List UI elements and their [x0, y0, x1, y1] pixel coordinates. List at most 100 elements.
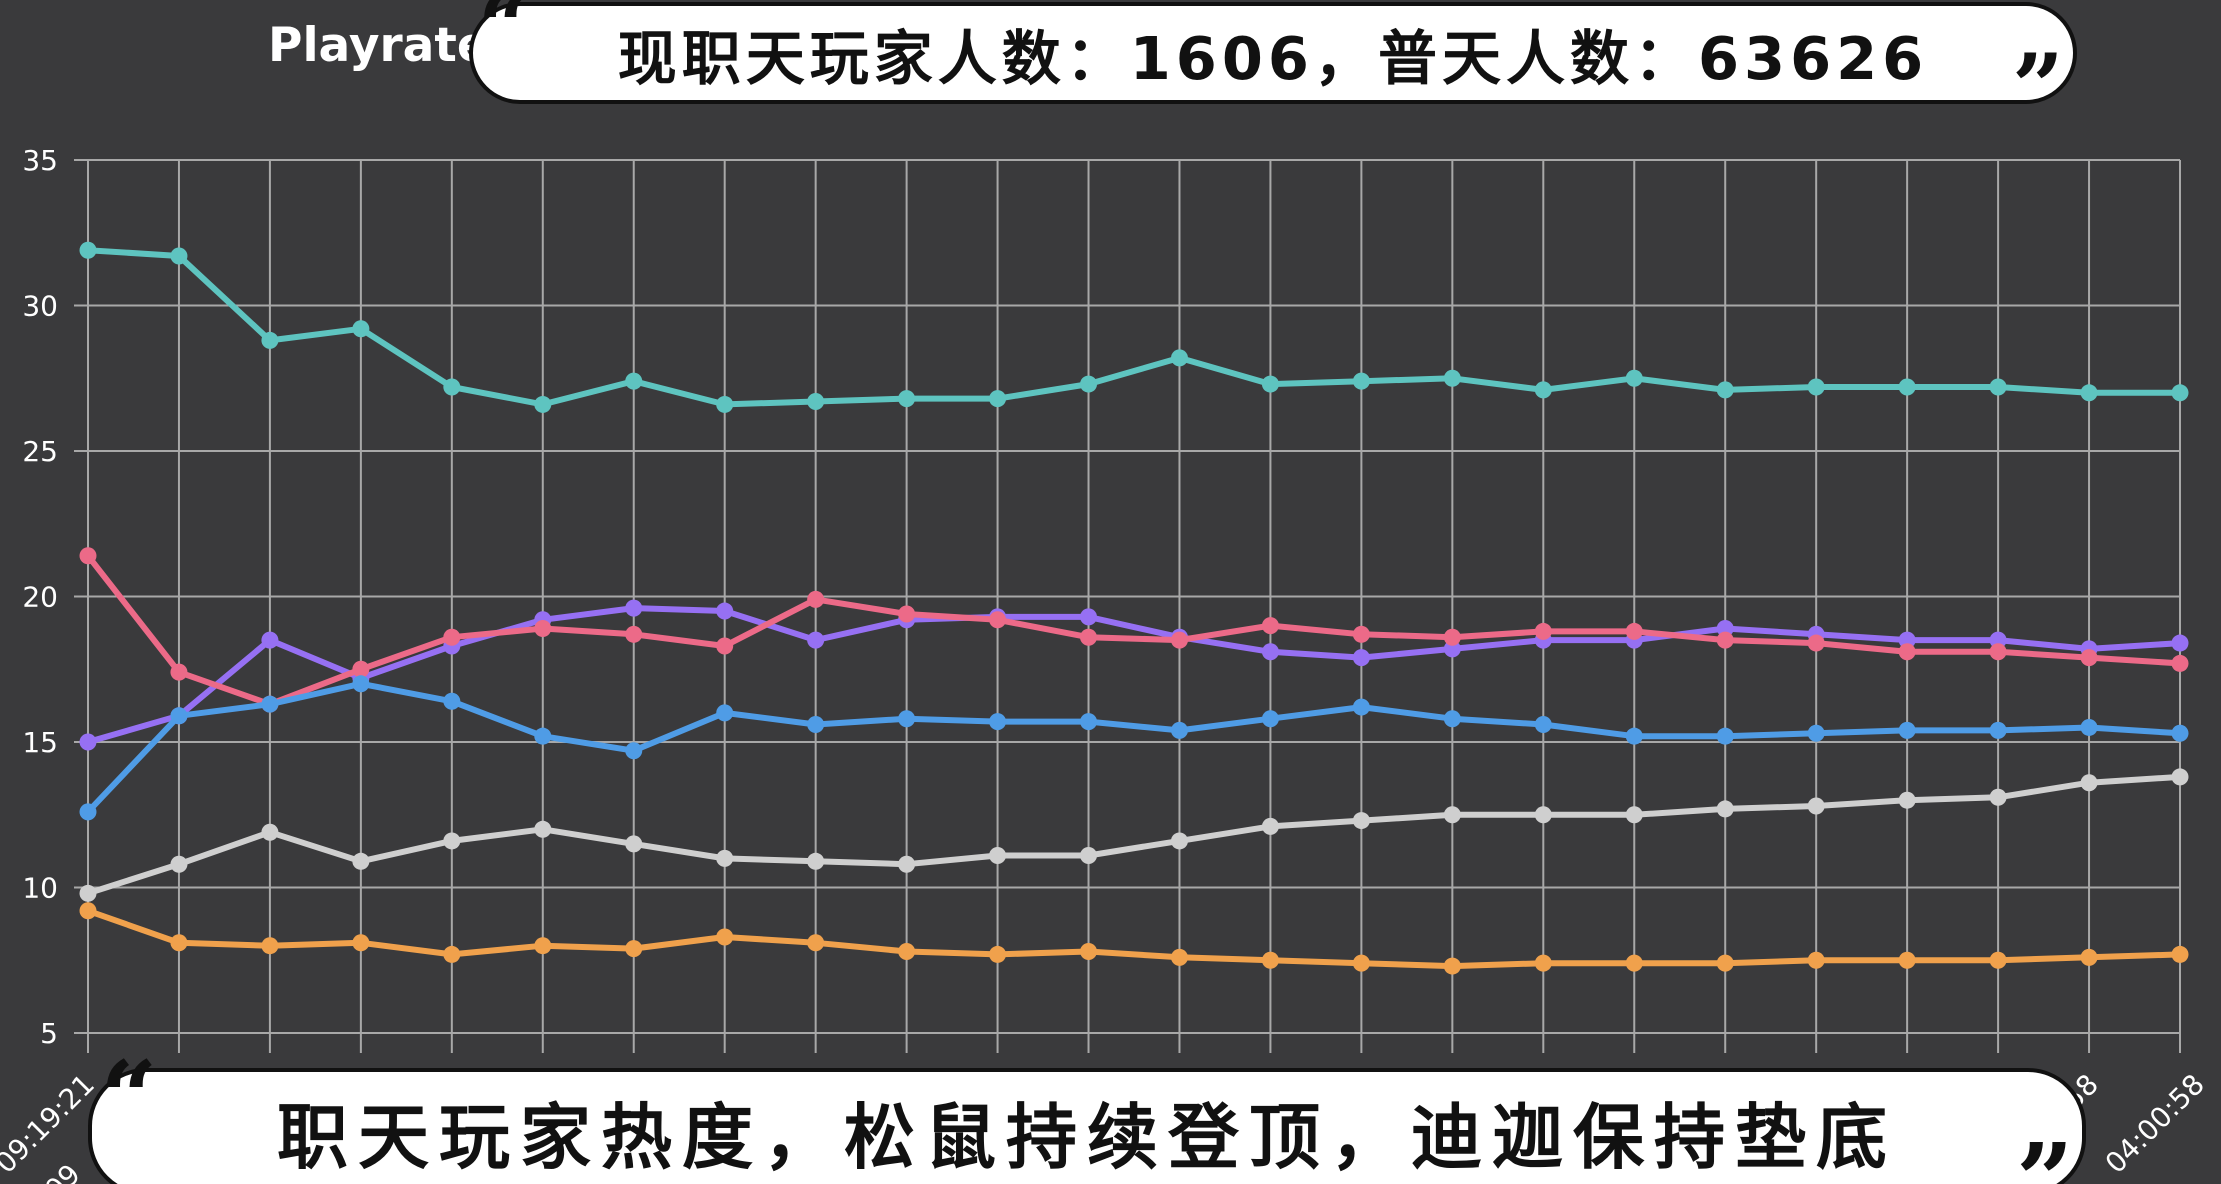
y-axis-ticks: 5 10 15 20 25 30 35 — [22, 144, 58, 1050]
top-caption-bubble: 现职天玩家人数：1606，普天人数：63626 — [469, 2, 2077, 104]
data-point — [2171, 768, 2189, 786]
bottom-caption-bubble: 职天玩家热度，松鼠持续登顶，迪迦保持垫底 — [88, 1068, 2086, 1184]
data-point — [807, 393, 825, 411]
series-group — [79, 241, 2189, 975]
data-point — [1080, 628, 1098, 646]
series-4 — [79, 675, 2189, 821]
data-point — [716, 602, 734, 620]
data-point — [170, 247, 188, 265]
series-line — [85, 907, 2183, 970]
data-point — [1898, 721, 1916, 739]
data-point — [807, 716, 825, 734]
data-point — [443, 945, 461, 963]
data-point — [1807, 724, 1825, 742]
data-point — [1716, 800, 1734, 818]
series-line — [85, 773, 2183, 897]
data-point — [1534, 716, 1552, 734]
data-point — [352, 934, 370, 952]
y-tick-label: 10 — [22, 872, 58, 905]
data-point — [170, 934, 188, 952]
data-point — [2171, 654, 2189, 672]
data-point — [716, 928, 734, 946]
top-caption-text: 现职天玩家人数：1606，普天人数：63626 — [617, 23, 1929, 93]
data-point — [443, 692, 461, 710]
data-point — [625, 599, 643, 617]
data-point — [2080, 718, 2098, 736]
data-point — [2080, 774, 2098, 792]
data-point — [443, 628, 461, 646]
data-point — [1625, 806, 1643, 824]
data-point — [716, 849, 734, 867]
data-point — [1716, 381, 1734, 399]
data-point — [534, 395, 552, 413]
data-point — [1534, 954, 1552, 972]
data-point — [2171, 634, 2189, 652]
data-point — [1170, 948, 1188, 966]
y-tick-label: 5 — [40, 1017, 58, 1050]
data-point — [1898, 951, 1916, 969]
data-point — [79, 547, 97, 565]
data-point — [807, 934, 825, 952]
y-tick-label: 15 — [22, 726, 58, 759]
x-tick-label: 09:19:21 — [0, 1068, 101, 1180]
series-line — [85, 552, 2183, 708]
data-point — [79, 902, 97, 920]
series-3 — [79, 547, 2189, 713]
data-point — [1989, 378, 2007, 396]
series-line — [85, 680, 2183, 815]
data-point — [1261, 951, 1279, 969]
series-line — [85, 605, 2183, 745]
data-point — [807, 852, 825, 870]
data-point — [716, 395, 734, 413]
data-point — [1170, 349, 1188, 367]
grid — [74, 159, 2181, 1053]
data-point — [443, 378, 461, 396]
data-point — [1989, 951, 2007, 969]
data-point — [534, 620, 552, 638]
data-point — [625, 372, 643, 390]
data-point — [1443, 806, 1461, 824]
data-point — [1261, 375, 1279, 393]
y-tick-label: 25 — [22, 435, 58, 468]
data-point — [1352, 372, 1370, 390]
data-point — [807, 590, 825, 608]
data-point — [261, 695, 279, 713]
data-point — [1716, 727, 1734, 745]
data-point — [2080, 948, 2098, 966]
data-point — [1080, 713, 1098, 731]
data-point — [1716, 631, 1734, 649]
data-point — [1080, 846, 1098, 864]
series-line — [85, 247, 2183, 408]
y-tick-label: 35 — [22, 144, 58, 177]
data-point — [1080, 375, 1098, 393]
data-point — [1080, 943, 1098, 961]
data-point — [2171, 724, 2189, 742]
data-point — [1534, 622, 1552, 640]
data-point — [1352, 625, 1370, 643]
data-point — [170, 707, 188, 725]
bottom-close-quote: ” — [2016, 1121, 2074, 1184]
data-point — [625, 742, 643, 760]
data-point — [1989, 721, 2007, 739]
data-point — [352, 852, 370, 870]
data-point — [989, 390, 1007, 408]
data-point — [261, 631, 279, 649]
data-point — [989, 945, 1007, 963]
data-point — [1716, 620, 1734, 638]
data-point — [898, 390, 916, 408]
data-point — [1989, 643, 2007, 661]
data-point — [1080, 608, 1098, 626]
data-point — [1352, 954, 1370, 972]
data-point — [443, 832, 461, 850]
chart-title: Playrate — [268, 18, 489, 73]
data-point — [1170, 832, 1188, 850]
bottom-caption-text: 职天玩家热度，松鼠持续登顶，迪迦保持垫底 — [276, 1096, 1897, 1179]
data-point — [2080, 384, 2098, 402]
top-close-quote: ” — [2012, 34, 2064, 140]
data-point — [989, 846, 1007, 864]
data-point — [1443, 369, 1461, 387]
data-point — [1989, 788, 2007, 806]
data-point — [170, 855, 188, 873]
data-point — [1807, 797, 1825, 815]
data-point — [79, 884, 97, 902]
